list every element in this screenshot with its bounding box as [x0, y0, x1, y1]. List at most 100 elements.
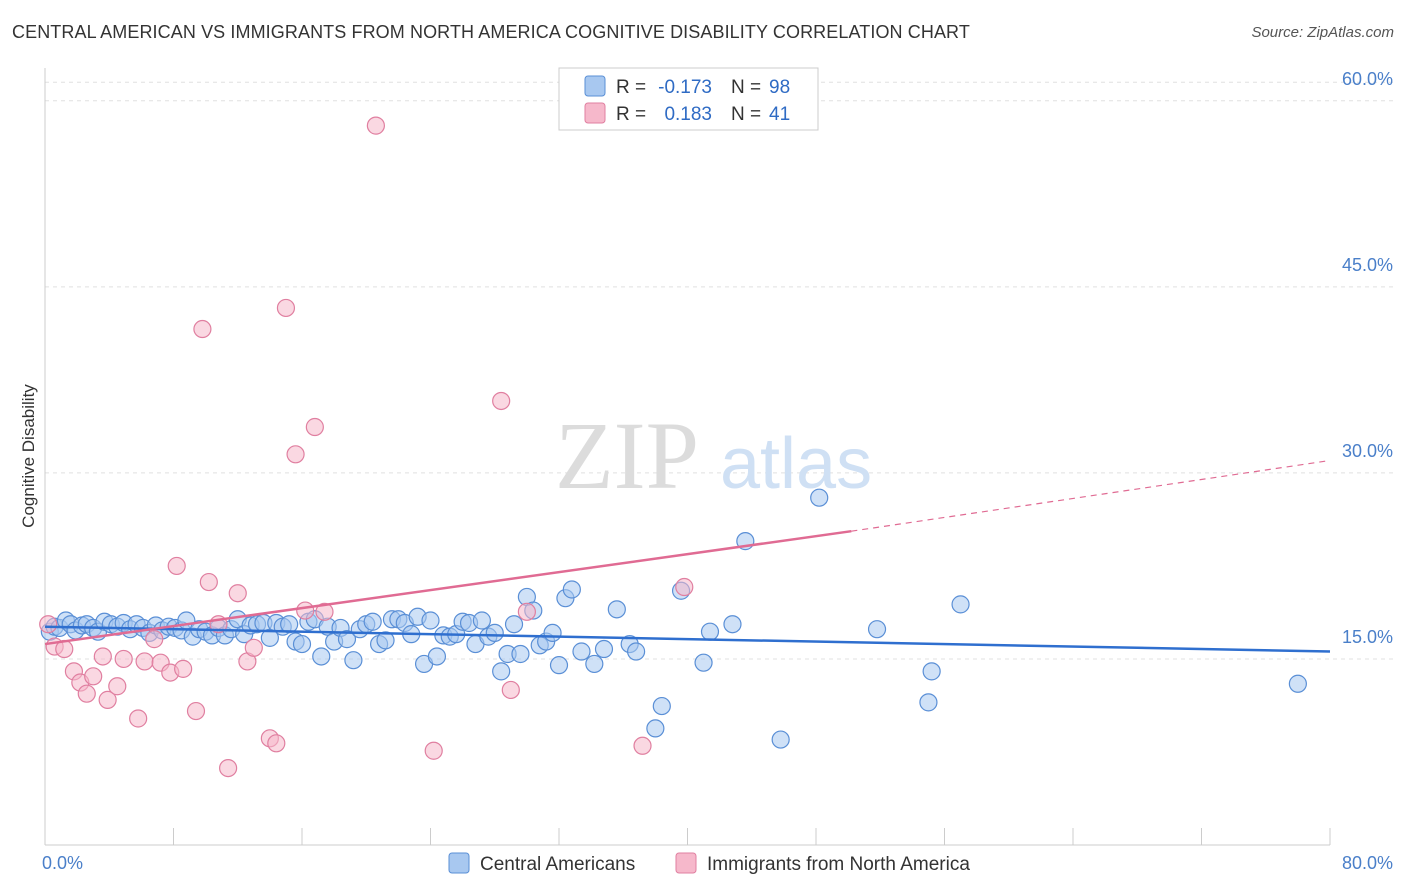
legend-n-value-pink: 41 — [769, 104, 790, 125]
data-point — [771, 730, 790, 749]
data-point — [501, 680, 520, 700]
trend-line-extension — [851, 459, 1331, 532]
data-point — [376, 631, 395, 650]
watermark: ZIP atlas — [555, 402, 872, 509]
data-point — [810, 488, 829, 507]
x-tick-marks — [44, 828, 1331, 845]
data-point — [633, 736, 652, 755]
legend-r-value-pink: 0.183 — [664, 104, 712, 125]
y-tick-labels: 15.0% 30.0% 45.0% 60.0% — [1342, 69, 1393, 647]
data-point — [292, 634, 312, 654]
data-point — [280, 615, 299, 634]
data-point — [572, 642, 591, 661]
data-point — [562, 580, 581, 599]
y-tick-label: 15.0% — [1342, 627, 1393, 647]
series-immigrants-north-america — [39, 116, 694, 778]
bottom-legend-label-pink: Immigrants from North America — [707, 854, 970, 875]
data-point — [305, 417, 324, 437]
x-tick-label-min: 0.0% — [42, 853, 83, 873]
legend-r-label-blue: R = — [616, 77, 646, 98]
data-point — [186, 701, 206, 721]
data-point — [517, 602, 536, 621]
data-point — [723, 615, 742, 634]
data-point — [135, 652, 154, 671]
data-point — [951, 595, 970, 614]
data-point — [700, 622, 720, 641]
y-axis-label: Cognitive Disability — [19, 384, 38, 528]
bottom-legend-label-blue: Central Americans — [480, 854, 635, 875]
data-point — [919, 693, 938, 712]
data-point — [193, 319, 212, 339]
data-point — [98, 690, 117, 709]
legend-n-value-blue: 98 — [769, 77, 790, 98]
data-point — [244, 638, 263, 657]
x-tick-label-max: 80.0% — [1342, 853, 1393, 873]
data-point — [421, 611, 440, 630]
data-point — [472, 611, 491, 630]
y-tick-label: 45.0% — [1342, 255, 1393, 275]
data-point — [337, 630, 357, 649]
data-point — [594, 639, 614, 659]
legend-r-label-pink: R = — [616, 104, 646, 125]
data-point — [39, 615, 58, 634]
y-tick-label: 60.0% — [1342, 69, 1393, 89]
data-point — [267, 734, 286, 753]
data-point — [427, 647, 447, 666]
data-point — [315, 602, 334, 621]
data-point — [363, 612, 382, 631]
data-point — [84, 667, 103, 686]
data-point — [922, 662, 941, 681]
data-point — [492, 391, 511, 411]
data-point — [1288, 674, 1307, 693]
data-point — [485, 623, 504, 643]
bottom-legend-swatch-pink — [675, 852, 697, 874]
data-point — [167, 556, 186, 576]
gridlines — [45, 81, 1395, 660]
data-point — [511, 644, 530, 664]
data-point — [675, 577, 694, 597]
data-point — [867, 620, 887, 639]
watermark-zip: ZIP — [555, 402, 699, 509]
chart-title: CENTRAL AMERICAN VS IMMIGRANTS FROM NORT… — [12, 22, 970, 42]
data-point — [114, 649, 133, 669]
bottom-legend-swatch-blue — [448, 852, 470, 874]
data-point — [228, 584, 247, 603]
legend-r-value-blue: -0.173 — [658, 77, 712, 98]
legend-swatch-pink — [584, 102, 606, 124]
data-point — [585, 654, 604, 674]
data-point — [129, 709, 148, 728]
trend-line-immigrants-north-america — [44, 529, 852, 646]
legend-n-label-pink: N = — [731, 104, 761, 125]
data-point — [646, 719, 665, 738]
data-point — [77, 684, 96, 703]
data-point — [549, 656, 569, 675]
y-tick-label: 30.0% — [1342, 441, 1393, 461]
data-point — [492, 662, 511, 681]
data-point — [424, 741, 443, 760]
legend-n-label-blue: N = — [731, 77, 761, 98]
data-point — [286, 445, 305, 464]
trend-lines — [44, 459, 1331, 653]
data-point — [145, 630, 164, 649]
trend-line-central-americans — [44, 625, 1331, 653]
watermark-atlas: atlas — [720, 424, 872, 504]
source-label: Source: ZipAtlas.com — [1251, 24, 1394, 41]
stats-legend: R = -0.173 N = 98 R = 0.183 N = 41 — [558, 67, 819, 131]
data-point — [543, 623, 562, 643]
series-central-americans — [40, 488, 1307, 749]
data-point — [504, 615, 524, 634]
data-point — [626, 642, 646, 661]
data-point — [344, 651, 363, 670]
data-point — [312, 647, 331, 666]
data-point — [296, 601, 315, 620]
data-point — [108, 677, 127, 696]
data-point — [694, 653, 713, 672]
legend-swatch-blue — [584, 75, 606, 97]
data-point — [93, 647, 112, 666]
data-point — [652, 696, 671, 716]
series-legend: Central Americans Immigrants from North … — [448, 852, 970, 875]
data-point — [366, 116, 385, 135]
data-point — [607, 600, 626, 619]
data-point — [276, 298, 296, 318]
